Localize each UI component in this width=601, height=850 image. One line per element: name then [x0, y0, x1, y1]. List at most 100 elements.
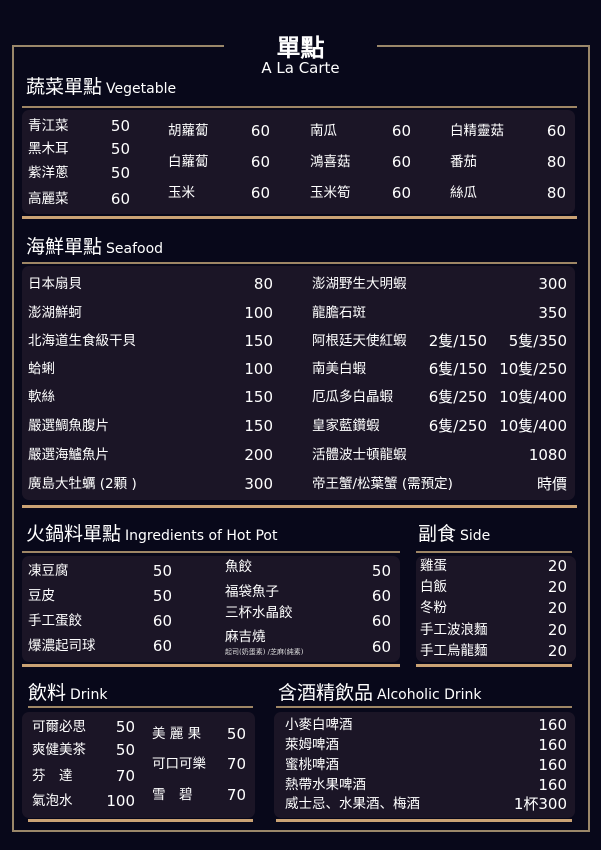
- drink-panel: [22, 712, 255, 818]
- hotpot-item-price: 60: [152, 637, 172, 655]
- drink-item-name: 芬 達: [32, 768, 73, 784]
- seafood-item-price: 150: [244, 332, 273, 350]
- hotpot-item-name: 福袋魚子: [225, 584, 279, 600]
- hotpot-item-price: 50: [152, 562, 172, 580]
- seafood-item-price: 10隻/400: [499, 417, 567, 435]
- seafood-item-price: 100: [244, 360, 273, 378]
- vegetable-item-name: 白精靈菇: [450, 123, 504, 139]
- hotpot-title-en: Ingredients of Hot Pot: [125, 528, 278, 544]
- vegetable-item-name: 鴻喜菇: [310, 154, 351, 170]
- seafood-title: 海鮮單點: [26, 236, 103, 258]
- side-item-name: 雞蛋: [420, 558, 447, 574]
- seafood-item-price: 150: [244, 417, 273, 435]
- side-item-name: 白飯: [420, 579, 447, 595]
- seafood-item-price: 300: [538, 275, 567, 293]
- seafood-item-name: 活體波士頓龍蝦: [312, 447, 407, 463]
- alcohol-item-name: 萊姆啤酒: [285, 737, 339, 753]
- hotpot-item-name: 手工蛋餃: [28, 613, 82, 629]
- alcohol-title: 含酒精飲品: [278, 682, 374, 704]
- side-item-name: 手工烏龍麵: [420, 643, 488, 659]
- alcohol-item-name: 蜜桃啤酒: [285, 757, 339, 773]
- alcohol-item-price: 160: [538, 716, 567, 734]
- vegetable-item-price: 60: [250, 153, 270, 171]
- hotpot-item-name: 麻吉燒: [225, 629, 266, 645]
- vegetable-item-name: 玉米筍: [310, 185, 351, 201]
- vegetable-item-name: 黑木耳: [28, 141, 69, 157]
- vegetable-item-name: 紫洋蔥: [28, 165, 69, 181]
- seafood-heading: 海鮮單點 Seafood: [26, 232, 163, 259]
- seafood-item-name: 廣島大牡蠣 (2顆 ): [28, 476, 137, 492]
- side-panel: [416, 556, 576, 662]
- drink-item-price: 50: [115, 741, 135, 759]
- alcohol-panel: [274, 712, 575, 818]
- frame-left: [12, 45, 14, 832]
- alcohol-divider: [276, 819, 572, 822]
- side-item-price: 20: [547, 621, 567, 639]
- frame-top-left: [12, 45, 224, 47]
- drink-heading: 飲料 Drink: [28, 678, 107, 705]
- alcohol-item-price: 1杯300: [513, 795, 567, 813]
- frame-right: [588, 45, 590, 832]
- hotpot-item-name: 魚餃: [225, 559, 252, 575]
- drink-rule: [28, 706, 253, 708]
- seafood-item-price: 200: [244, 446, 273, 464]
- alcohol-item-name: 熱帶水果啤酒: [285, 777, 366, 793]
- drink-item-name: 可爾必思: [32, 719, 86, 735]
- drink-item-price: 50: [115, 718, 135, 736]
- vegetable-item-price: 50: [110, 140, 130, 158]
- seafood-item-price: 1080: [528, 446, 567, 464]
- vegetable-item-name: 胡蘿蔔: [168, 123, 209, 139]
- seafood-item-name: 南美白蝦: [312, 361, 366, 377]
- drink-item-price: 70: [226, 755, 246, 773]
- vegetable-item-price: 80: [546, 184, 566, 202]
- frame-bottom: [12, 830, 590, 832]
- drink-item-name: 雪 碧: [152, 787, 193, 803]
- hotpot-panel: [22, 556, 400, 662]
- page-title: 單點: [276, 34, 325, 62]
- side-title-en: Side: [460, 528, 491, 544]
- side-rule: [416, 551, 572, 553]
- alcohol-item-price: 160: [538, 756, 567, 774]
- seafood-item-price: 150: [244, 388, 273, 406]
- hotpot-rule: [22, 551, 400, 553]
- alcohol-item-name: 小麥白啤酒: [285, 717, 353, 733]
- hotpot-item-name: 豆皮: [28, 588, 55, 604]
- vegetable-item-name: 玉米: [168, 185, 195, 201]
- hotpot-item-price: 60: [371, 587, 391, 605]
- side-title: 副食: [418, 523, 457, 545]
- seafood-item-price-small: 6隻/150: [428, 360, 487, 378]
- vegetable-item-name: 白蘿蔔: [168, 154, 209, 170]
- seafood-item-price: 100: [244, 304, 273, 322]
- hotpot-item-price: 50: [152, 587, 172, 605]
- seafood-item-name: 北海道生食級干貝: [28, 333, 136, 349]
- side-item-name: 冬粉: [420, 600, 447, 616]
- side-divider: [416, 664, 572, 667]
- seafood-item-name: 軟絲: [28, 389, 55, 405]
- seafood-item-name: 龍膽石斑: [312, 305, 366, 321]
- hotpot-heading: 火鍋料單點 Ingredients of Hot Pot: [26, 519, 277, 546]
- seafood-panel: [22, 266, 575, 500]
- seafood-item-price: 10隻/250: [499, 360, 567, 378]
- vegetable-item-price: 60: [391, 184, 411, 202]
- drink-item-price: 100: [106, 792, 135, 810]
- drink-item-name: 氣泡水: [32, 793, 73, 809]
- drink-item-name: 爽健美茶: [32, 742, 86, 758]
- page-subtitle: A La Carte: [261, 59, 340, 77]
- alcohol-rule: [276, 706, 572, 708]
- vegetable-divider: [22, 216, 577, 219]
- hotpot-item-name: 凍豆腐: [28, 563, 69, 579]
- hotpot-item-price: 60: [371, 612, 391, 630]
- seafood-item-price-small: 2隻/150: [428, 332, 487, 350]
- hotpot-item-note: 起司(奶蛋素) /芝麻(純素): [225, 648, 304, 656]
- seafood-item-price-small: 6隻/250: [428, 417, 487, 435]
- alcohol-item-name: 威士忌、水果酒、梅酒: [285, 796, 420, 812]
- hotpot-item-price: 60: [371, 638, 391, 656]
- hotpot-item-name: 爆濃起司球: [28, 638, 96, 654]
- alcohol-item-price: 160: [538, 776, 567, 794]
- seafood-item-name: 皇家藍鑽蝦: [312, 418, 380, 434]
- side-heading: 副食 Side: [418, 519, 490, 546]
- hotpot-item-price: 50: [371, 562, 391, 580]
- vegetable-item-name: 絲瓜: [450, 185, 477, 201]
- seafood-item-name: 嚴選海鱸魚片: [28, 447, 109, 463]
- seafood-rule: [22, 262, 577, 264]
